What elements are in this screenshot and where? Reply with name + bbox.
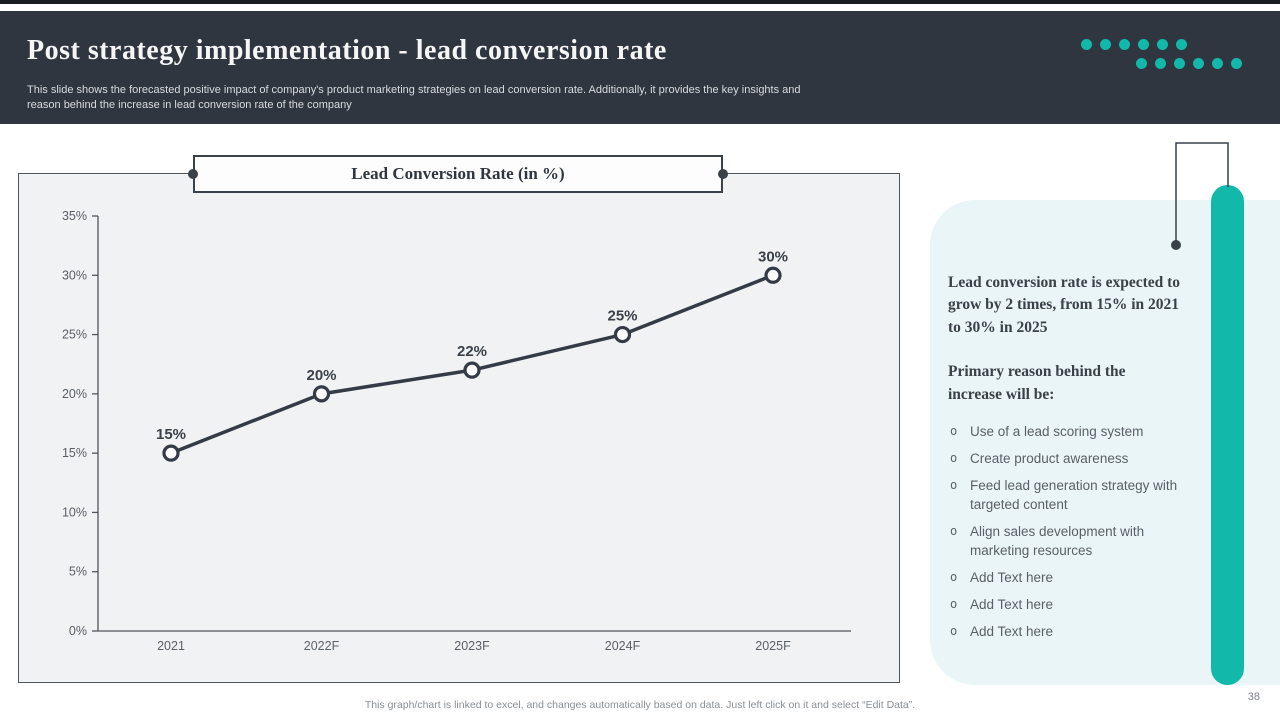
top-edge-strip bbox=[0, 0, 1280, 4]
data-point bbox=[162, 444, 180, 462]
bullet-glyph: o bbox=[950, 451, 958, 466]
accent-bar bbox=[1211, 185, 1244, 685]
bullet-glyph: o bbox=[950, 524, 958, 539]
x-tick-label: 2023F bbox=[454, 639, 490, 653]
bullet-glyph: o bbox=[950, 624, 958, 639]
dots-row-1 bbox=[1081, 39, 1187, 50]
deco-dot bbox=[1231, 58, 1242, 69]
x-tick-label: 2024F bbox=[605, 639, 641, 653]
insight-bullet: o Add Text here bbox=[948, 595, 1182, 614]
bullet-label: Add Text here bbox=[970, 570, 1054, 586]
insight-bullet: o Add Text here bbox=[948, 622, 1182, 641]
header-dots-decoration bbox=[1081, 39, 1256, 84]
insight-bullet-list: o Use of a lead scoring system o Create pro… bbox=[948, 422, 1182, 641]
data-label: 20% bbox=[306, 367, 336, 384]
data-label: 30% bbox=[758, 248, 788, 265]
bullet-glyph: o bbox=[950, 424, 958, 439]
data-label: 15% bbox=[156, 426, 186, 443]
y-tick-label: 15% bbox=[62, 446, 87, 460]
dots-row-2 bbox=[1136, 58, 1242, 69]
insight-heading: Lead conversion rate is expected to grow… bbox=[948, 274, 1181, 336]
y-tick-label: 30% bbox=[62, 268, 87, 282]
deco-dot bbox=[1081, 39, 1092, 50]
bullet-glyph: o bbox=[950, 597, 958, 612]
x-tick-label: 2025F bbox=[755, 639, 791, 653]
y-tick-label: 35% bbox=[62, 209, 87, 223]
insight-bullet: o Align sales development with marketing … bbox=[948, 522, 1182, 560]
deco-dot bbox=[1212, 58, 1223, 69]
insight-bullet: o Create product awareness bbox=[948, 449, 1182, 468]
y-tick-label: 10% bbox=[62, 505, 87, 519]
deco-dot bbox=[1176, 39, 1187, 50]
deco-dot bbox=[1174, 58, 1185, 69]
title-box-left-dot bbox=[188, 169, 198, 179]
insight-bullet: o Add Text here bbox=[948, 568, 1182, 587]
bullet-label: Create product awareness bbox=[970, 451, 1129, 467]
data-point bbox=[764, 266, 782, 284]
connector-dot bbox=[1171, 240, 1181, 250]
bullet-label: Use of a lead scoring system bbox=[970, 424, 1144, 440]
chart-panel[interactable]: 0% 5% 10% 15% 20% 25% 30% 35% 2021 2022F 2023F 2024… bbox=[18, 173, 900, 683]
data-label: 25% bbox=[607, 308, 637, 325]
bullet-glyph: o bbox=[950, 570, 958, 585]
bullet-glyph: o bbox=[950, 478, 958, 493]
data-point bbox=[463, 361, 481, 379]
chart-title: Lead Conversion Rate (in %) bbox=[351, 164, 565, 183]
data-label: 22% bbox=[457, 343, 487, 360]
line-chart[interactable]: 0% 5% 10% 15% 20% 25% 30% 35% 2021 2022F 2023F 2024… bbox=[19, 174, 899, 682]
deco-dot bbox=[1138, 39, 1149, 50]
deco-dot bbox=[1193, 58, 1204, 69]
deco-dot bbox=[1155, 58, 1166, 69]
header: Post strategy implementation - lead conv… bbox=[0, 11, 1280, 124]
y-tick-label: 20% bbox=[62, 387, 87, 401]
insight-bullet: o Feed lead generation strategy with targ… bbox=[948, 476, 1182, 514]
footer-note: This graph/chart is linked to excel, and… bbox=[364, 699, 916, 711]
y-tick-label: 25% bbox=[62, 328, 87, 342]
bullet-label: Add Text here bbox=[970, 624, 1054, 640]
data-point bbox=[613, 325, 632, 344]
deco-dot bbox=[1100, 39, 1111, 50]
bullet-label: Feed lead generation strategy with targe… bbox=[970, 478, 1178, 513]
insight-bullet: o Use of a lead scoring system bbox=[948, 422, 1182, 441]
y-tick-label: 5% bbox=[69, 565, 87, 579]
page-number: 38 bbox=[1247, 691, 1260, 703]
deco-dot bbox=[1136, 58, 1147, 69]
x-tick-label: 2021 bbox=[157, 639, 185, 653]
page-title: Post strategy implementation - lead conv… bbox=[27, 35, 667, 66]
data-point bbox=[312, 385, 331, 403]
bullet-label: Align sales development with marketing r… bbox=[970, 524, 1145, 559]
deco-dot bbox=[1157, 39, 1168, 50]
bullet-label: Add Text here bbox=[970, 597, 1054, 613]
insight-subheading: Primary reason behind the increase will … bbox=[948, 363, 1126, 403]
y-tick-label: 0% bbox=[69, 624, 87, 638]
callout-connector bbox=[1171, 142, 1229, 250]
chart-title-box: Lead Conversion Rate (in %) bbox=[193, 155, 723, 193]
deco-dot bbox=[1119, 39, 1130, 50]
title-box-right-dot bbox=[718, 169, 728, 179]
page-subtitle: This slide shows the forecasted positive… bbox=[27, 84, 801, 112]
x-tick-label: 2022F bbox=[304, 639, 340, 653]
